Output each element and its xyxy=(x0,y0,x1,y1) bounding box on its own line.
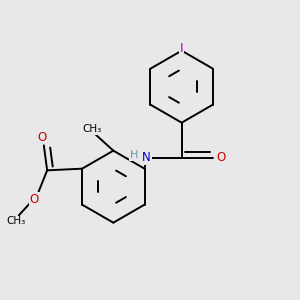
Text: I: I xyxy=(180,42,184,55)
Text: N: N xyxy=(142,151,151,164)
Text: CH₃: CH₃ xyxy=(83,124,102,134)
Text: H: H xyxy=(130,150,138,160)
Text: O: O xyxy=(38,130,47,143)
Text: O: O xyxy=(216,151,225,164)
Text: CH₃: CH₃ xyxy=(7,216,26,226)
Text: O: O xyxy=(30,193,39,206)
